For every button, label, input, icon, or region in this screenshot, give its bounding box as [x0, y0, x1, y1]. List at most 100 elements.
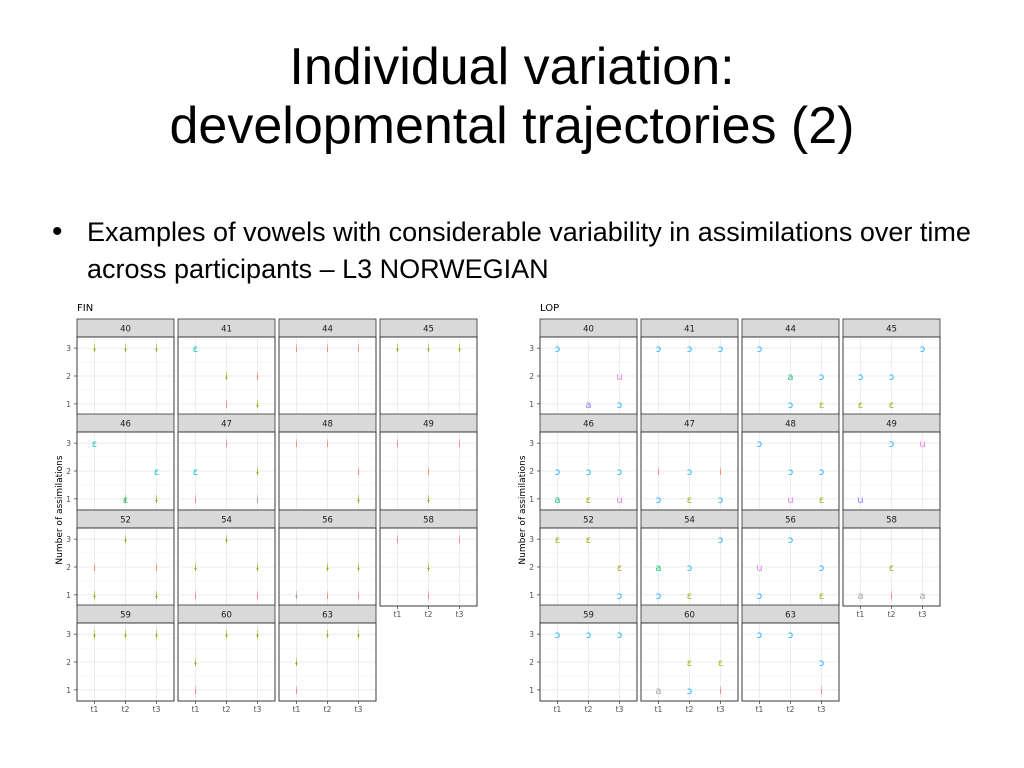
data-point: i — [427, 591, 430, 602]
chart-fin: FINNumber of assimilations40123ɨɨɨ41ɛɨii… — [55, 303, 477, 714]
data-point: ɨ — [256, 630, 259, 641]
data-point: ɨ — [225, 372, 228, 383]
data-point: i — [719, 467, 722, 478]
data-point: i — [326, 591, 329, 602]
y-tick-label: 3 — [529, 630, 534, 639]
x-tick-label: t3 — [919, 610, 927, 619]
data-point: ɛ — [687, 495, 692, 506]
x-tick-label: t3 — [616, 705, 624, 714]
x-tick-label: t3 — [254, 705, 262, 714]
data-point: ɔ — [788, 467, 794, 478]
x-tick-label: t1 — [554, 705, 562, 714]
x-tick-label: t3 — [355, 705, 363, 714]
data-point: ɛ — [586, 535, 591, 546]
facet-strip-label: 60 — [221, 611, 232, 621]
y-tick-label: 2 — [66, 563, 71, 572]
facet-strip-label: 52 — [583, 516, 594, 526]
facet-panel-56: 56uɔɔɔɛ — [742, 510, 839, 606]
data-point: ɨ — [357, 563, 360, 574]
data-point: ɔ — [687, 563, 693, 574]
facet-panel-60: 60t1t2t3ɨiɨɨ — [178, 605, 275, 714]
data-point: ɔ — [555, 344, 561, 355]
facet-panel-40: 40123ɨɨɨ — [66, 319, 174, 415]
facet-panel-41: 41ɔɔɔ — [641, 319, 738, 415]
facet-panel-52: 52123iɨɨiɨ — [66, 510, 174, 606]
data-point: ɔ — [617, 400, 623, 411]
facet-strip-label: 44 — [322, 325, 333, 335]
y-tick-label: 3 — [529, 344, 534, 353]
data-point: ɔ — [555, 467, 561, 478]
data-point: u — [616, 372, 622, 383]
data-point: ɨ — [225, 630, 228, 641]
data-point: ɔ — [617, 591, 623, 602]
x-tick-label: t2 — [888, 610, 896, 619]
facet-panel-41: 41ɛɨiiɨ — [178, 319, 275, 415]
data-point: ɔ — [920, 344, 926, 355]
facet-strip-label: 45 — [423, 325, 434, 335]
facet-panel-49: 49uɔu — [843, 414, 940, 510]
facet-strip-label: 56 — [785, 516, 796, 526]
y-tick-label: 2 — [529, 467, 534, 476]
data-point: i — [427, 467, 430, 478]
x-tick-label: t2 — [223, 705, 231, 714]
data-point: ɔ — [586, 630, 592, 641]
data-point: ɔ — [819, 372, 825, 383]
data-point: ɛ — [154, 467, 159, 478]
facet-panel-48: 48ɔɔuɔɛ — [742, 414, 839, 510]
y-tick-label: 2 — [66, 658, 71, 667]
facet-panel-54: 54ɨiɨɨi — [178, 510, 275, 606]
data-point: ɨ — [427, 495, 430, 506]
y-tick-label: 2 — [529, 658, 534, 667]
facet-strip-label: 54 — [221, 516, 232, 526]
facet-panel-44: 44ɔaɔɔɛ — [742, 319, 839, 415]
data-point: ɨ — [124, 344, 127, 355]
data-point: ɔ — [687, 344, 693, 355]
x-tick-label: t3 — [818, 705, 826, 714]
facet-strip-label: 41 — [221, 325, 232, 335]
facet-strip-label: 48 — [785, 420, 796, 430]
data-point: ɨ — [155, 344, 158, 355]
y-tick-label: 1 — [529, 495, 534, 504]
x-tick-label: t3 — [717, 705, 725, 714]
data-point: a — [655, 563, 661, 574]
data-point: ɛ — [555, 535, 560, 546]
data-point: ɨ — [357, 495, 360, 506]
y-tick-label: 3 — [529, 535, 534, 544]
y-tick-label: 1 — [66, 495, 71, 504]
data-point: i — [256, 591, 259, 602]
data-point: ɨ — [155, 630, 158, 641]
data-point: ɨ — [326, 630, 329, 641]
y-tick-label: 3 — [66, 439, 71, 448]
data-point: ɔ — [617, 467, 623, 478]
data-point: ɨ — [155, 495, 158, 506]
x-tick-label: t1 — [293, 705, 301, 714]
facet-panel-60: 60t1t2t3aɛɔɛi — [641, 605, 738, 714]
data-point: a — [554, 495, 560, 506]
facet-panel-44: 44iii — [279, 319, 376, 415]
data-point: ɔ — [656, 591, 662, 602]
facet-strip-label: 40 — [120, 325, 131, 335]
data-point: ɔ — [757, 591, 763, 602]
facet-panel-59: 59123t1t2t3ɨɨɨ — [66, 605, 174, 714]
facet-panel-46: 46123ɔaɔɛɔu — [529, 414, 637, 510]
data-point: i — [719, 686, 722, 697]
data-point: u — [857, 495, 863, 506]
facet-strip-label: 63 — [322, 611, 333, 621]
data-point: ɛ — [193, 344, 198, 355]
data-point: i — [225, 439, 228, 450]
data-point: ɔ — [718, 344, 724, 355]
facet-strip-label: 49 — [423, 420, 434, 430]
data-point: ɛ — [889, 563, 894, 574]
data-point: ɔ — [889, 439, 895, 450]
x-tick-label: t1 — [192, 705, 200, 714]
data-point: i — [256, 495, 259, 506]
data-point: ɨ — [155, 591, 158, 602]
data-point: i — [326, 439, 329, 450]
data-point: ɔ — [617, 630, 623, 641]
data-point: ɔ — [687, 686, 693, 697]
data-point: ɨ — [124, 630, 127, 641]
data-point: ɔ — [819, 467, 825, 478]
data-point: i — [357, 467, 360, 478]
data-point: ɔ — [586, 467, 592, 478]
data-point: i — [93, 563, 96, 574]
